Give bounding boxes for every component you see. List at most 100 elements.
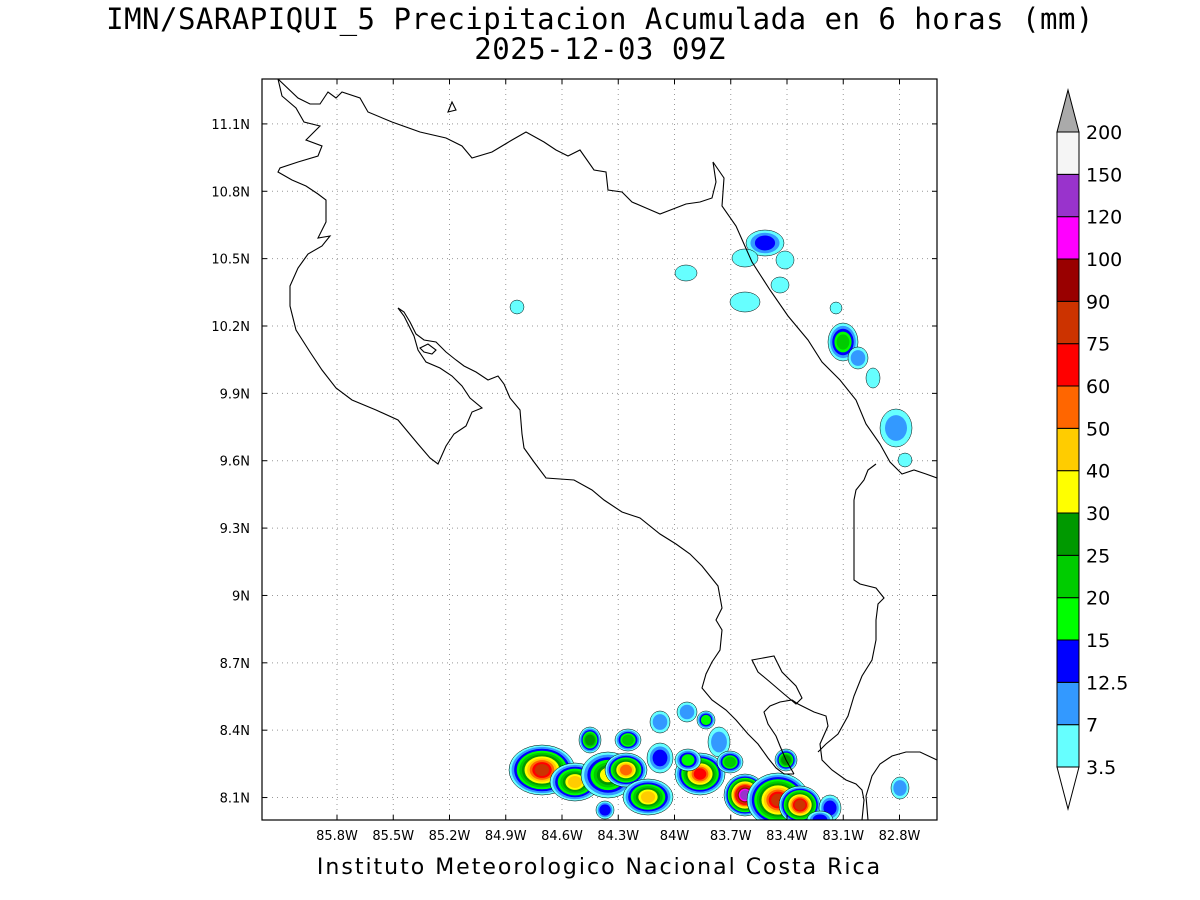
precip-contour (754, 235, 776, 251)
colorbar-level-label: 7 (1086, 715, 1098, 737)
colorbar-swatch (1056, 343, 1080, 387)
colorbar-swatch (1056, 173, 1080, 218)
precip-cell (622, 778, 674, 816)
coastline-burica (865, 751, 937, 820)
precip-contour (885, 415, 907, 441)
precip-cell (696, 710, 716, 730)
grid-lines (262, 79, 937, 820)
lon-tick-label: 83.4W (766, 829, 808, 844)
colorbar-level-label: 15 (1086, 630, 1110, 652)
precip-cell (745, 229, 785, 257)
gulf-island (419, 343, 437, 355)
precip-cell (729, 291, 761, 313)
colorbar-level-label: 60 (1086, 376, 1110, 398)
lon-tick-label: 83.1W (822, 829, 864, 844)
precip-cell (778, 785, 822, 820)
precip-cell (770, 276, 790, 294)
precip-cell (731, 248, 759, 268)
coastline-north (277, 79, 937, 479)
colorbar-swatch (1056, 470, 1080, 514)
colorbar-swatch (1056, 258, 1080, 302)
precip-contour (620, 764, 632, 776)
lon-tick-label: 84W (660, 829, 690, 844)
precip-cell (604, 752, 648, 788)
precip-contour (775, 250, 795, 270)
colorbar-swatch (1056, 427, 1080, 472)
colorbar-swatch (1056, 216, 1080, 260)
plot-frame (261, 78, 938, 821)
precip-contour (770, 276, 790, 294)
precip-contour (674, 264, 698, 282)
colorbar-level-label: 3.5 (1086, 757, 1116, 779)
precip-cell (674, 748, 702, 772)
lat-tick-label: 9.3N (220, 522, 250, 537)
precip-contour (893, 780, 907, 796)
colorbar-level-label: 25 (1086, 545, 1110, 567)
precip-contour (567, 776, 583, 788)
precip-contour (622, 734, 634, 746)
lon-tick-label: 84.3W (597, 829, 639, 844)
lon-tick-label: 85.2W (429, 829, 471, 844)
precip-cell (806, 810, 834, 820)
coastline-pacific (277, 79, 794, 775)
precip-cell (716, 750, 744, 774)
colorbar-level-label: 90 (1086, 291, 1110, 313)
colorbar-level-label: 12.5 (1086, 672, 1128, 694)
lat-tick-label: 8.7N (220, 657, 250, 672)
precip-cell (829, 301, 843, 315)
colorbar-low-arrow (1056, 766, 1080, 811)
precip-contour (794, 799, 806, 811)
colorbar-level-label: 100 (1086, 249, 1122, 271)
precip-contour (836, 334, 850, 350)
lon-tick-label: 85.8W (316, 829, 358, 844)
panama-border (817, 463, 885, 753)
precip-contour (850, 350, 866, 366)
lon-tick-label: 82.8W (879, 829, 921, 844)
precip-cell (847, 346, 869, 370)
precip-contour (534, 763, 550, 777)
precip-contour (724, 756, 736, 768)
precip-contour (731, 248, 759, 268)
map-subtitle-date: 2025-12-03 09Z (474, 32, 726, 66)
lat-tick-label: 9.6N (220, 455, 250, 470)
colorbar-swatch (1056, 300, 1080, 345)
colorbar-swatch (1056, 724, 1080, 768)
precip-cell (674, 264, 698, 282)
footer-credit: Instituto Meteorologico Nacional Costa R… (316, 855, 883, 880)
lat-tick-label: 9.9N (220, 387, 250, 402)
map-title: IMN/SARAPIQUI_5 Precipitacion Acumulada … (106, 2, 1094, 36)
precip-contour (509, 299, 525, 315)
precip-contour (823, 800, 837, 816)
precip-contour (693, 768, 707, 780)
colorbar-swatch (1056, 639, 1080, 683)
colorbar-level-label: 150 (1086, 164, 1122, 186)
colorbar-level-label: 30 (1086, 503, 1110, 525)
precip-contour (812, 814, 828, 820)
precip-contour (700, 714, 712, 726)
lat-tick-label: 8.4N (220, 724, 250, 739)
lat-tick-label: 9N (232, 589, 250, 604)
precip-cell (614, 728, 642, 752)
precip-contour (679, 704, 695, 720)
precip-cell (865, 367, 881, 389)
colorbar-swatch (1056, 385, 1080, 429)
precip-cell (897, 452, 913, 468)
lon-tick-label: 83.7W (710, 829, 752, 844)
precip-contour (652, 749, 668, 767)
precip-contour (681, 754, 695, 766)
precip-cell (676, 701, 698, 723)
lon-tick-label: 84.6W (541, 829, 583, 844)
precip-contour (711, 731, 727, 753)
precip-contour (729, 291, 761, 313)
colorbar-high-arrow (1056, 88, 1080, 133)
lat-tick-label: 10.5N (211, 253, 250, 268)
lat-tick-label: 11.1N (211, 118, 250, 133)
lat-tick-label: 8.1N (220, 792, 250, 807)
lat-tick-label: 10.8N (211, 185, 250, 200)
precip-contour (897, 452, 913, 468)
precip-contour (585, 734, 595, 746)
precip-contour (599, 804, 611, 816)
coastline (277, 79, 937, 820)
precip-cell (775, 250, 795, 270)
